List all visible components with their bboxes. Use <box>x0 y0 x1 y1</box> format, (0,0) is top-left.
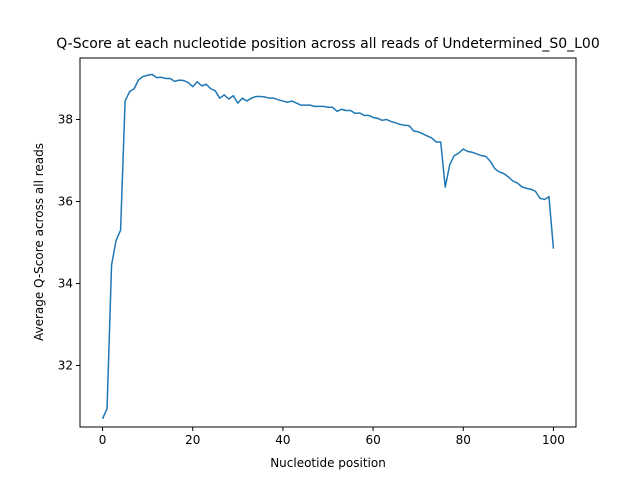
chart-title: Q-Score at each nucleotide position acro… <box>56 36 600 52</box>
x-tick-label: 20 <box>185 433 200 447</box>
y-axis-label: Average Q-Score across all reads <box>32 143 46 341</box>
x-tick-label: 100 <box>542 433 565 447</box>
y-axis-ticks: 32 34 36 38 <box>58 113 80 373</box>
y-tick-label: 32 <box>58 359 73 373</box>
axes-frame <box>79 57 577 428</box>
x-axis-label: Nucleotide position <box>270 456 386 470</box>
plot-lines <box>101 73 555 420</box>
x-tick-label: 40 <box>275 433 290 447</box>
x-tick-label: 80 <box>456 433 471 447</box>
x-axis-ticks: 0 20 40 60 80 100 <box>99 427 565 447</box>
series-line-0 <box>101 73 555 420</box>
x-tick-label: 60 <box>365 433 380 447</box>
y-tick-label: 34 <box>58 277 73 291</box>
y-tick-label: 36 <box>58 195 73 209</box>
x-tick-label: 0 <box>99 433 107 447</box>
y-tick-label: 38 <box>58 113 73 127</box>
